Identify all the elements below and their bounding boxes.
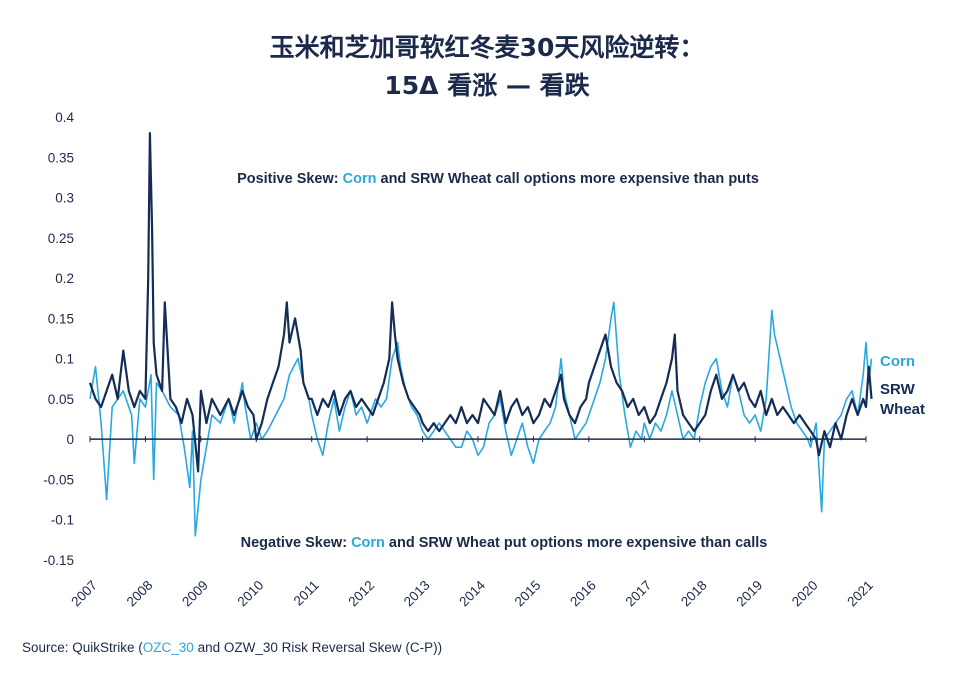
y-axis: 0.4 0.35 0.3 0.25 0.2 0.15 0.1 0.05 0 -0.05 -0.1 -0… (43, 110, 74, 568)
x-tick-label: 2011 (291, 578, 322, 609)
legend-wheat: Wheat (880, 401, 925, 418)
y-tick-label: -0.15 (43, 553, 74, 568)
legend-corn: Corn (880, 353, 915, 370)
x-tick-label: 2018 (678, 578, 710, 610)
y-tick-label: 0.05 (48, 392, 74, 407)
positive-skew-annotation: Positive Skew: Corn and SRW Wheat call o… (237, 171, 759, 187)
source-suffix: and OZW_30 Risk Reversal Skew (C-P)) (193, 640, 443, 655)
y-tick-label: 0.35 (48, 150, 74, 165)
x-tick-label: 2013 (401, 578, 433, 610)
series-layer (88, 132, 873, 537)
chart-title-line-2: 15Δ 看涨 — 看跌 (384, 71, 590, 100)
x-tick-label: 2021 (844, 578, 876, 610)
x-tick-label: 2015 (512, 578, 544, 610)
positive-skew-corn: Corn (343, 171, 377, 187)
y-tick-label: 0.15 (48, 311, 74, 326)
y-tick-label: 0 (66, 432, 74, 447)
y-tick-label: -0.1 (51, 513, 74, 528)
positive-skew-suffix: and SRW Wheat call options more expensiv… (376, 171, 758, 187)
x-axis: 2007 2008 2009 2010 2011 2012 2013 2014 2015 2016… (68, 436, 876, 609)
y-tick-label: 0.3 (55, 191, 74, 206)
y-tick-label: 0.2 (55, 271, 74, 286)
x-tick-label: 2008 (124, 578, 156, 610)
series-line-srw-wheat (88, 132, 873, 473)
chart-title-line-1: 玉米和芝加哥软红冬麦30天风险逆转： (269, 33, 705, 62)
x-tick-label: 2007 (68, 578, 100, 610)
x-tick-label: 2019 (733, 578, 765, 610)
positive-skew-prefix: Positive Skew: (237, 171, 343, 187)
legend-srw: SRW (880, 381, 916, 398)
x-tick-label: 2010 (235, 578, 267, 610)
x-tick-label: 2016 (567, 578, 599, 610)
source-prefix: Source: QuikStrike ( (22, 640, 143, 655)
y-tick-label: -0.05 (43, 472, 74, 487)
x-tick-label: 2012 (345, 578, 377, 610)
negative-skew-prefix: Negative Skew: (241, 535, 351, 551)
negative-skew-corn: Corn (351, 535, 385, 551)
x-tick-label: 2017 (623, 578, 655, 610)
y-tick-label: 0.1 (55, 352, 74, 367)
source-ozc-link: OZC_30 (142, 640, 194, 655)
x-tick-label: 2020 (789, 578, 821, 610)
negative-skew-annotation: Negative Skew: Corn and SRW Wheat put op… (241, 535, 768, 551)
x-tick-label: 2009 (179, 578, 211, 610)
source-note: Source: QuikStrike (OZC_30 and OZW_30 Ri… (22, 640, 442, 655)
y-tick-label: 0.4 (55, 110, 74, 125)
y-tick-label: 0.25 (48, 231, 74, 246)
negative-skew-suffix: and SRW Wheat put options more expensive… (385, 535, 767, 551)
x-tick-label: 2014 (456, 577, 488, 609)
